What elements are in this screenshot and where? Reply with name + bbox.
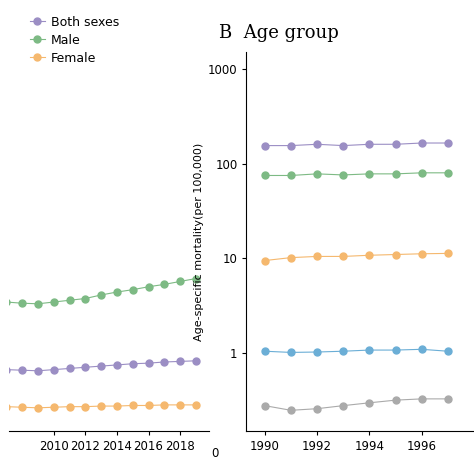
Male (177, 279, 183, 284)
Male (3, 299, 9, 305)
Male (82, 296, 88, 301)
Both sexes (162, 359, 167, 365)
Male (67, 297, 73, 303)
Line: Female: Female (3, 401, 200, 411)
Female (35, 405, 41, 410)
Female (67, 404, 73, 410)
Female (162, 402, 167, 408)
Both sexes (98, 363, 104, 369)
Y-axis label: Age-specific mortality(per 100,000): Age-specific mortality(per 100,000) (194, 143, 204, 341)
Both sexes (67, 365, 73, 371)
Both sexes (3, 367, 9, 373)
Line: Male: Male (3, 275, 200, 307)
Female (51, 404, 56, 410)
Text: 0: 0 (211, 447, 219, 459)
Legend: Both sexes, Male, Female: Both sexes, Male, Female (30, 16, 119, 65)
Both sexes (82, 365, 88, 370)
Both sexes (193, 358, 199, 364)
Female (3, 404, 9, 410)
Female (177, 402, 183, 408)
Female (146, 402, 151, 408)
Female (82, 404, 88, 410)
Male (162, 282, 167, 287)
Both sexes (51, 367, 56, 373)
Both sexes (177, 358, 183, 364)
Both sexes (19, 367, 25, 373)
Text: B  Age group: B Age group (219, 24, 339, 42)
Both sexes (146, 360, 151, 366)
Male (19, 301, 25, 306)
Both sexes (130, 361, 136, 366)
Male (193, 276, 199, 282)
Female (130, 402, 136, 408)
Female (193, 402, 199, 408)
Male (98, 292, 104, 298)
Male (51, 299, 56, 305)
Female (19, 404, 25, 410)
Line: Both sexes: Both sexes (3, 357, 200, 374)
Male (35, 301, 41, 307)
Both sexes (114, 362, 120, 368)
Female (98, 403, 104, 409)
Female (114, 403, 120, 409)
Male (146, 284, 151, 290)
Both sexes (35, 368, 41, 374)
Male (130, 287, 136, 292)
Male (114, 289, 120, 295)
